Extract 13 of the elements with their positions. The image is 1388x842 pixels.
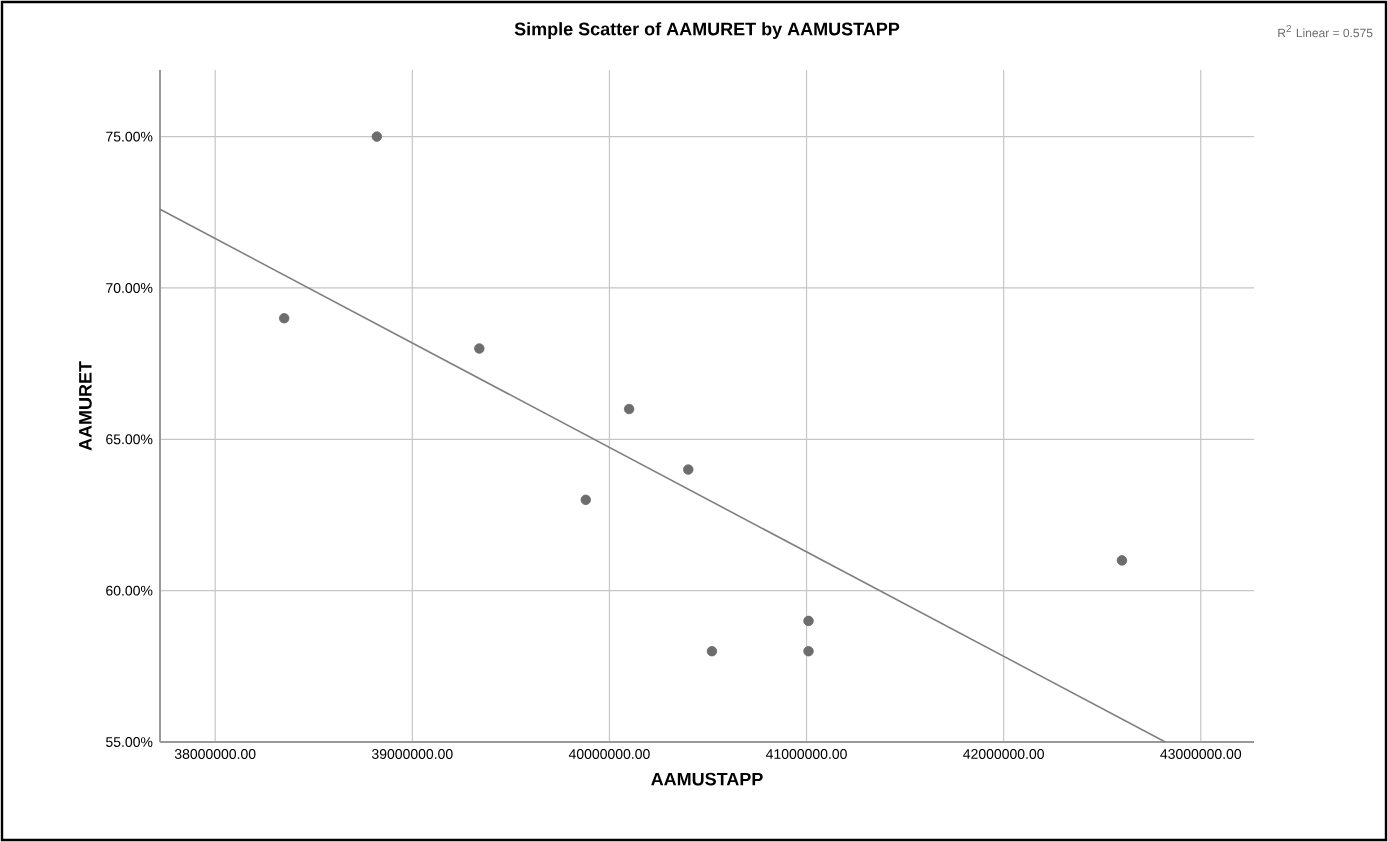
- point: [683, 464, 694, 475]
- point: [803, 615, 814, 627]
- y-axis-title: AAMURET: [79, 361, 92, 451]
- point: [1116, 555, 1128, 566]
- point: [706, 645, 718, 657]
- point: [371, 131, 383, 142]
- x-axis-title: AAMUSTAPP: [651, 772, 763, 786]
- point: [278, 313, 290, 324]
- point: [580, 494, 591, 506]
- point: [623, 403, 635, 415]
- point: [474, 343, 485, 354]
- chart-title: Simple Scatter of AAMURET by AAMUSTAPP: [514, 22, 900, 39]
- point: [803, 645, 814, 657]
